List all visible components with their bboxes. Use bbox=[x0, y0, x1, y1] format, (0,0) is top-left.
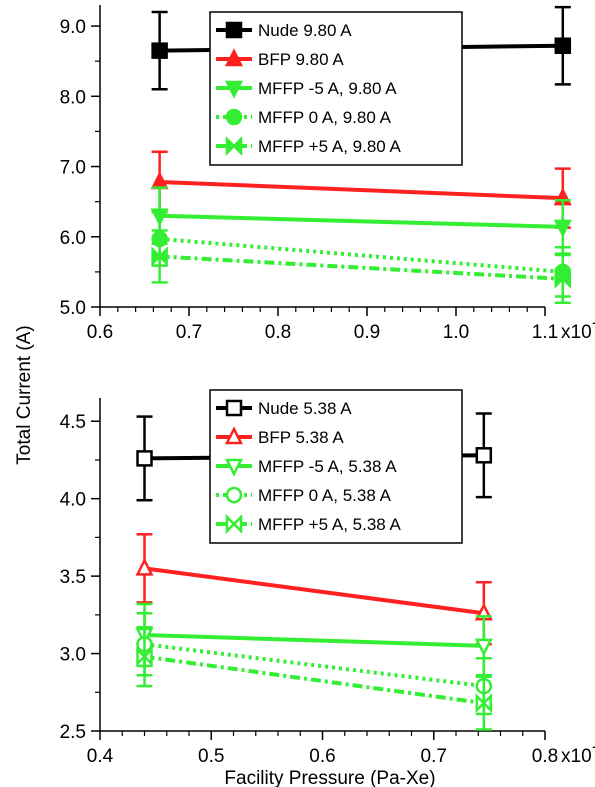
legend-entry: Nude 9.80 A bbox=[258, 21, 352, 40]
data-point bbox=[475, 447, 493, 464]
legend-swatch-marker bbox=[224, 458, 244, 477]
legend-entry: Nude 5.38 A bbox=[258, 399, 352, 418]
x-tick-label: 1.0 bbox=[443, 322, 469, 343]
legend-entry: MFFP +5 A, 9.80 A bbox=[258, 137, 402, 156]
legend-swatch-marker bbox=[225, 108, 243, 126]
x-exponent-power: -3 bbox=[592, 313, 595, 332]
series-line bbox=[144, 654, 485, 706]
legend-entry: MFFP -5 A, 5.38 A bbox=[258, 457, 397, 476]
y-tick-label: 9.0 bbox=[60, 17, 86, 38]
x-axis-label: Facility Pressure (Pa-Xe) bbox=[224, 768, 435, 787]
series-5 bbox=[151, 229, 572, 305]
data-point bbox=[474, 638, 493, 657]
data-point bbox=[554, 37, 572, 54]
y-tick-label: 2.5 bbox=[60, 722, 86, 743]
y-tick-label: 7.0 bbox=[60, 158, 86, 179]
legend-entry: MFFP 0 A, 5.38 A bbox=[258, 486, 392, 505]
series-line bbox=[144, 632, 484, 648]
data-point bbox=[136, 450, 153, 467]
legend-swatch-marker bbox=[224, 48, 244, 67]
x-tick-label: 0.6 bbox=[309, 746, 335, 767]
legend-entry: BFP 9.80 A bbox=[258, 50, 344, 69]
legend-swatch-marker bbox=[225, 399, 243, 417]
y-tick-label: 6.0 bbox=[60, 228, 86, 249]
legend-entry: MFFP +5 A, 5.38 A bbox=[258, 515, 402, 534]
series-line bbox=[159, 179, 563, 201]
x-tick-label: 0.9 bbox=[354, 322, 380, 343]
series-2 bbox=[135, 533, 493, 646]
x-tick-label: 0.8 bbox=[532, 746, 558, 767]
data-point bbox=[135, 557, 154, 576]
y-tick-label: 4.0 bbox=[60, 490, 86, 511]
x-tick-label: 0.4 bbox=[87, 746, 114, 767]
series-line bbox=[159, 213, 563, 229]
legend-swatch-marker bbox=[225, 135, 243, 157]
legend-entry: MFFP -5 A, 9.80 A bbox=[258, 79, 397, 98]
x-tick-label: 1.1 bbox=[532, 322, 558, 343]
legend-swatch-marker bbox=[225, 486, 243, 504]
legend-swatch-marker bbox=[224, 80, 244, 99]
x-exponent-label: x10 bbox=[561, 746, 592, 767]
series-line bbox=[159, 236, 563, 274]
data-point bbox=[553, 219, 572, 238]
x-exponent-power: -3 bbox=[592, 737, 595, 756]
legend-entry: MFFP 0 A, 9.80 A bbox=[258, 108, 392, 127]
data-point bbox=[151, 246, 168, 267]
x-tick-label: 0.8 bbox=[265, 322, 291, 343]
legend-swatch-marker bbox=[225, 513, 243, 535]
y-tick-label: 3.5 bbox=[60, 567, 86, 588]
series-line bbox=[144, 566, 485, 616]
legend-entry: BFP 5.38 A bbox=[258, 428, 344, 447]
y-tick-label: 8.0 bbox=[60, 87, 86, 108]
legend-swatch-marker bbox=[224, 426, 244, 445]
y-tick-label: 5.0 bbox=[60, 298, 86, 319]
data-point bbox=[554, 268, 572, 289]
data-point bbox=[151, 42, 168, 59]
data-point bbox=[475, 693, 493, 714]
x-tick-label: 0.7 bbox=[176, 322, 202, 343]
x-tick-label: 0.5 bbox=[198, 746, 224, 767]
x-tick-label: 0.7 bbox=[421, 746, 447, 767]
y-axis-label: Total Current (A) bbox=[14, 325, 35, 464]
x-tick-label: 0.6 bbox=[87, 322, 113, 343]
series-line bbox=[159, 254, 563, 281]
series-line bbox=[144, 642, 485, 689]
legend-swatch-marker bbox=[225, 21, 243, 39]
x-exponent-label: x10 bbox=[561, 322, 592, 343]
data-point bbox=[136, 646, 153, 667]
y-tick-label: 4.5 bbox=[60, 412, 86, 433]
series-5 bbox=[136, 625, 493, 731]
y-tick-label: 3.0 bbox=[60, 645, 86, 666]
